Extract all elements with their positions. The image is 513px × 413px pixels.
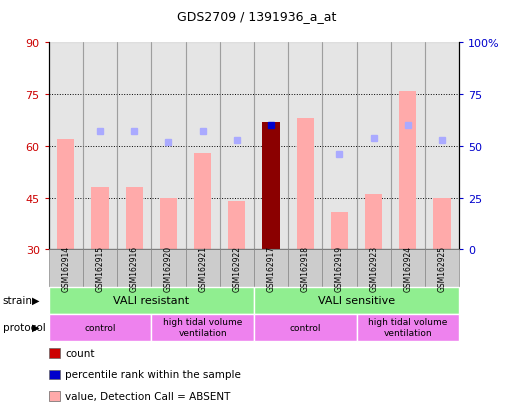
Bar <box>117 43 151 250</box>
Bar <box>425 43 459 250</box>
Bar <box>186 43 220 250</box>
Text: high tidal volume
ventilation: high tidal volume ventilation <box>368 318 447 337</box>
Text: value, Detection Call = ABSENT: value, Detection Call = ABSENT <box>65 391 230 401</box>
Bar <box>126 188 143 250</box>
Text: GSM162923: GSM162923 <box>369 245 378 292</box>
Bar <box>297 119 314 250</box>
Text: GSM162920: GSM162920 <box>164 245 173 292</box>
Bar <box>83 43 117 250</box>
Text: control: control <box>289 323 321 332</box>
Text: GSM162916: GSM162916 <box>130 245 139 292</box>
Text: GSM162918: GSM162918 <box>301 245 310 292</box>
Bar <box>160 198 177 250</box>
Text: GDS2709 / 1391936_a_at: GDS2709 / 1391936_a_at <box>177 10 336 23</box>
Bar <box>288 43 322 250</box>
Bar <box>433 198 450 250</box>
Text: strain: strain <box>3 295 32 306</box>
Bar <box>399 92 417 250</box>
Bar <box>194 154 211 250</box>
Text: control: control <box>84 323 116 332</box>
Bar <box>49 43 83 250</box>
Text: GSM162919: GSM162919 <box>335 245 344 292</box>
Bar <box>220 43 254 250</box>
Bar <box>263 123 280 250</box>
Text: ▶: ▶ <box>32 322 40 332</box>
Bar <box>322 43 357 250</box>
Text: GSM162922: GSM162922 <box>232 245 241 292</box>
Text: VALI sensitive: VALI sensitive <box>318 295 395 306</box>
Bar <box>91 188 109 250</box>
Text: high tidal volume
ventilation: high tidal volume ventilation <box>163 318 242 337</box>
Bar <box>331 212 348 250</box>
Text: GSM162915: GSM162915 <box>95 245 105 292</box>
Text: GSM162924: GSM162924 <box>403 245 412 292</box>
Text: percentile rank within the sample: percentile rank within the sample <box>65 370 241 380</box>
Text: protocol: protocol <box>3 322 45 332</box>
Bar <box>228 202 245 250</box>
Bar <box>365 195 382 250</box>
Text: ▶: ▶ <box>32 295 40 306</box>
Text: VALI resistant: VALI resistant <box>113 295 189 306</box>
Text: GSM162921: GSM162921 <box>198 245 207 292</box>
Bar <box>57 140 74 250</box>
Text: count: count <box>65 348 95 358</box>
Bar <box>391 43 425 250</box>
Bar <box>151 43 186 250</box>
Text: GSM162914: GSM162914 <box>62 245 70 292</box>
Bar <box>357 43 391 250</box>
Text: GSM162917: GSM162917 <box>267 245 275 292</box>
Text: GSM162925: GSM162925 <box>438 245 446 292</box>
Bar <box>254 43 288 250</box>
